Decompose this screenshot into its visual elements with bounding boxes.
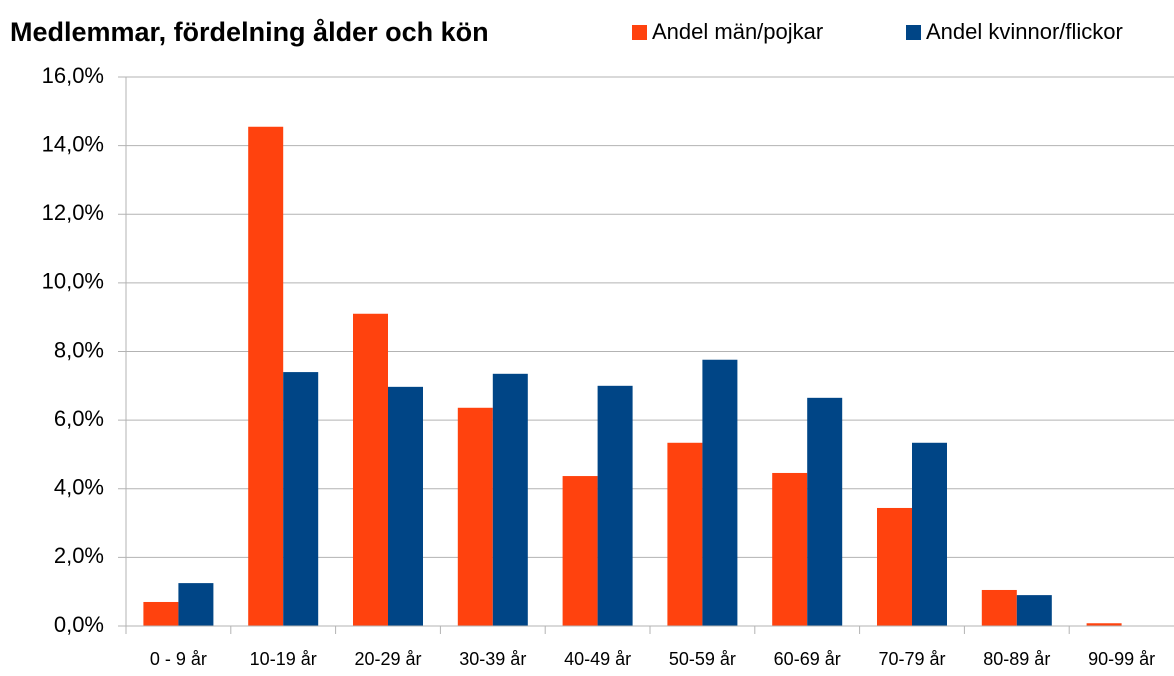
legend-label: Andel kvinnor/flickor [926, 19, 1123, 44]
y-tick-label: 6,0% [54, 406, 104, 431]
y-tick-label: 10,0% [42, 269, 104, 294]
bar [178, 583, 214, 626]
y-tick-label: 12,0% [42, 200, 104, 225]
x-tick-label: 10-19 år [250, 649, 317, 669]
x-tick-label: 70-79 år [878, 649, 945, 669]
bar [248, 126, 284, 627]
bar [981, 589, 1017, 626]
bar [807, 397, 843, 626]
y-tick-label: 14,0% [42, 131, 104, 156]
bar [492, 373, 528, 626]
y-tick-label: 4,0% [54, 475, 104, 500]
legend-swatch [906, 25, 921, 40]
bar [353, 313, 388, 626]
legend-swatch [632, 25, 647, 40]
bar [667, 442, 703, 626]
x-tick-label: 50-59 år [669, 649, 736, 669]
y-tick-label: 0,0% [54, 612, 104, 637]
bar [702, 359, 738, 626]
x-tick-label: 20-29 år [354, 649, 421, 669]
bar [388, 386, 423, 626]
bar [562, 476, 598, 626]
bar [1016, 595, 1052, 626]
legend-label: Andel män/pojkar [652, 19, 823, 44]
x-tick-label: 40-49 år [564, 649, 631, 669]
y-tick-label: 8,0% [54, 337, 104, 362]
x-tick-label: 60-69 år [774, 649, 841, 669]
x-tick-label: 80-89 år [983, 649, 1050, 669]
x-tick-label: 90-99 år [1088, 649, 1155, 669]
bar [457, 407, 493, 626]
x-tick-label: 30-39 år [459, 649, 526, 669]
bar [772, 472, 808, 626]
x-tick-label: 0 - 9 år [150, 649, 207, 669]
chart-title: Medlemmar, fördelning ålder och kön [10, 17, 489, 47]
bar [1086, 623, 1122, 626]
bar [597, 385, 633, 626]
y-tick-label: 2,0% [54, 543, 104, 568]
bar [283, 372, 319, 626]
bar [912, 442, 947, 626]
y-tick-label: 16,0% [42, 63, 104, 88]
bar [877, 507, 912, 626]
bar [143, 601, 179, 626]
